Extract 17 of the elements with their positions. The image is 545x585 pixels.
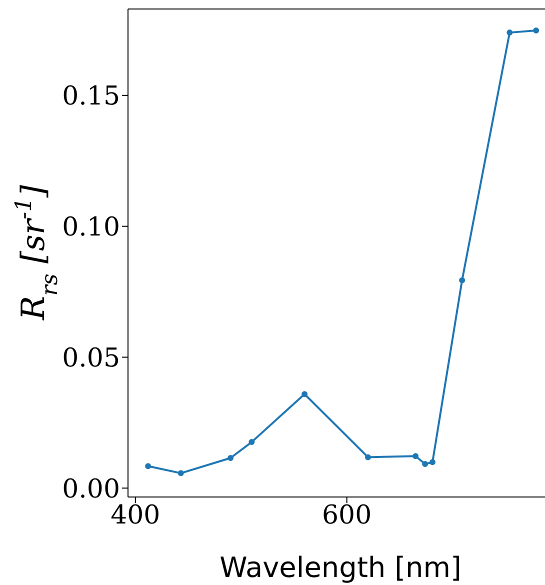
point xyxy=(248,439,255,446)
point xyxy=(412,453,419,460)
point xyxy=(228,454,234,461)
y-tick-label: 0.15 xyxy=(62,82,120,112)
y-tick-label: 0.05 xyxy=(62,343,120,374)
point xyxy=(533,27,540,34)
point xyxy=(145,463,152,470)
point xyxy=(429,459,436,466)
y-tick-label: 0.10 xyxy=(62,212,120,243)
point xyxy=(302,391,308,398)
x-tick-label: 600 xyxy=(322,500,372,530)
point xyxy=(459,277,466,284)
point xyxy=(422,461,428,468)
point xyxy=(364,454,371,460)
point xyxy=(178,470,184,476)
point xyxy=(506,30,513,36)
x-axis-title: Wavelength [nm] xyxy=(220,551,462,584)
